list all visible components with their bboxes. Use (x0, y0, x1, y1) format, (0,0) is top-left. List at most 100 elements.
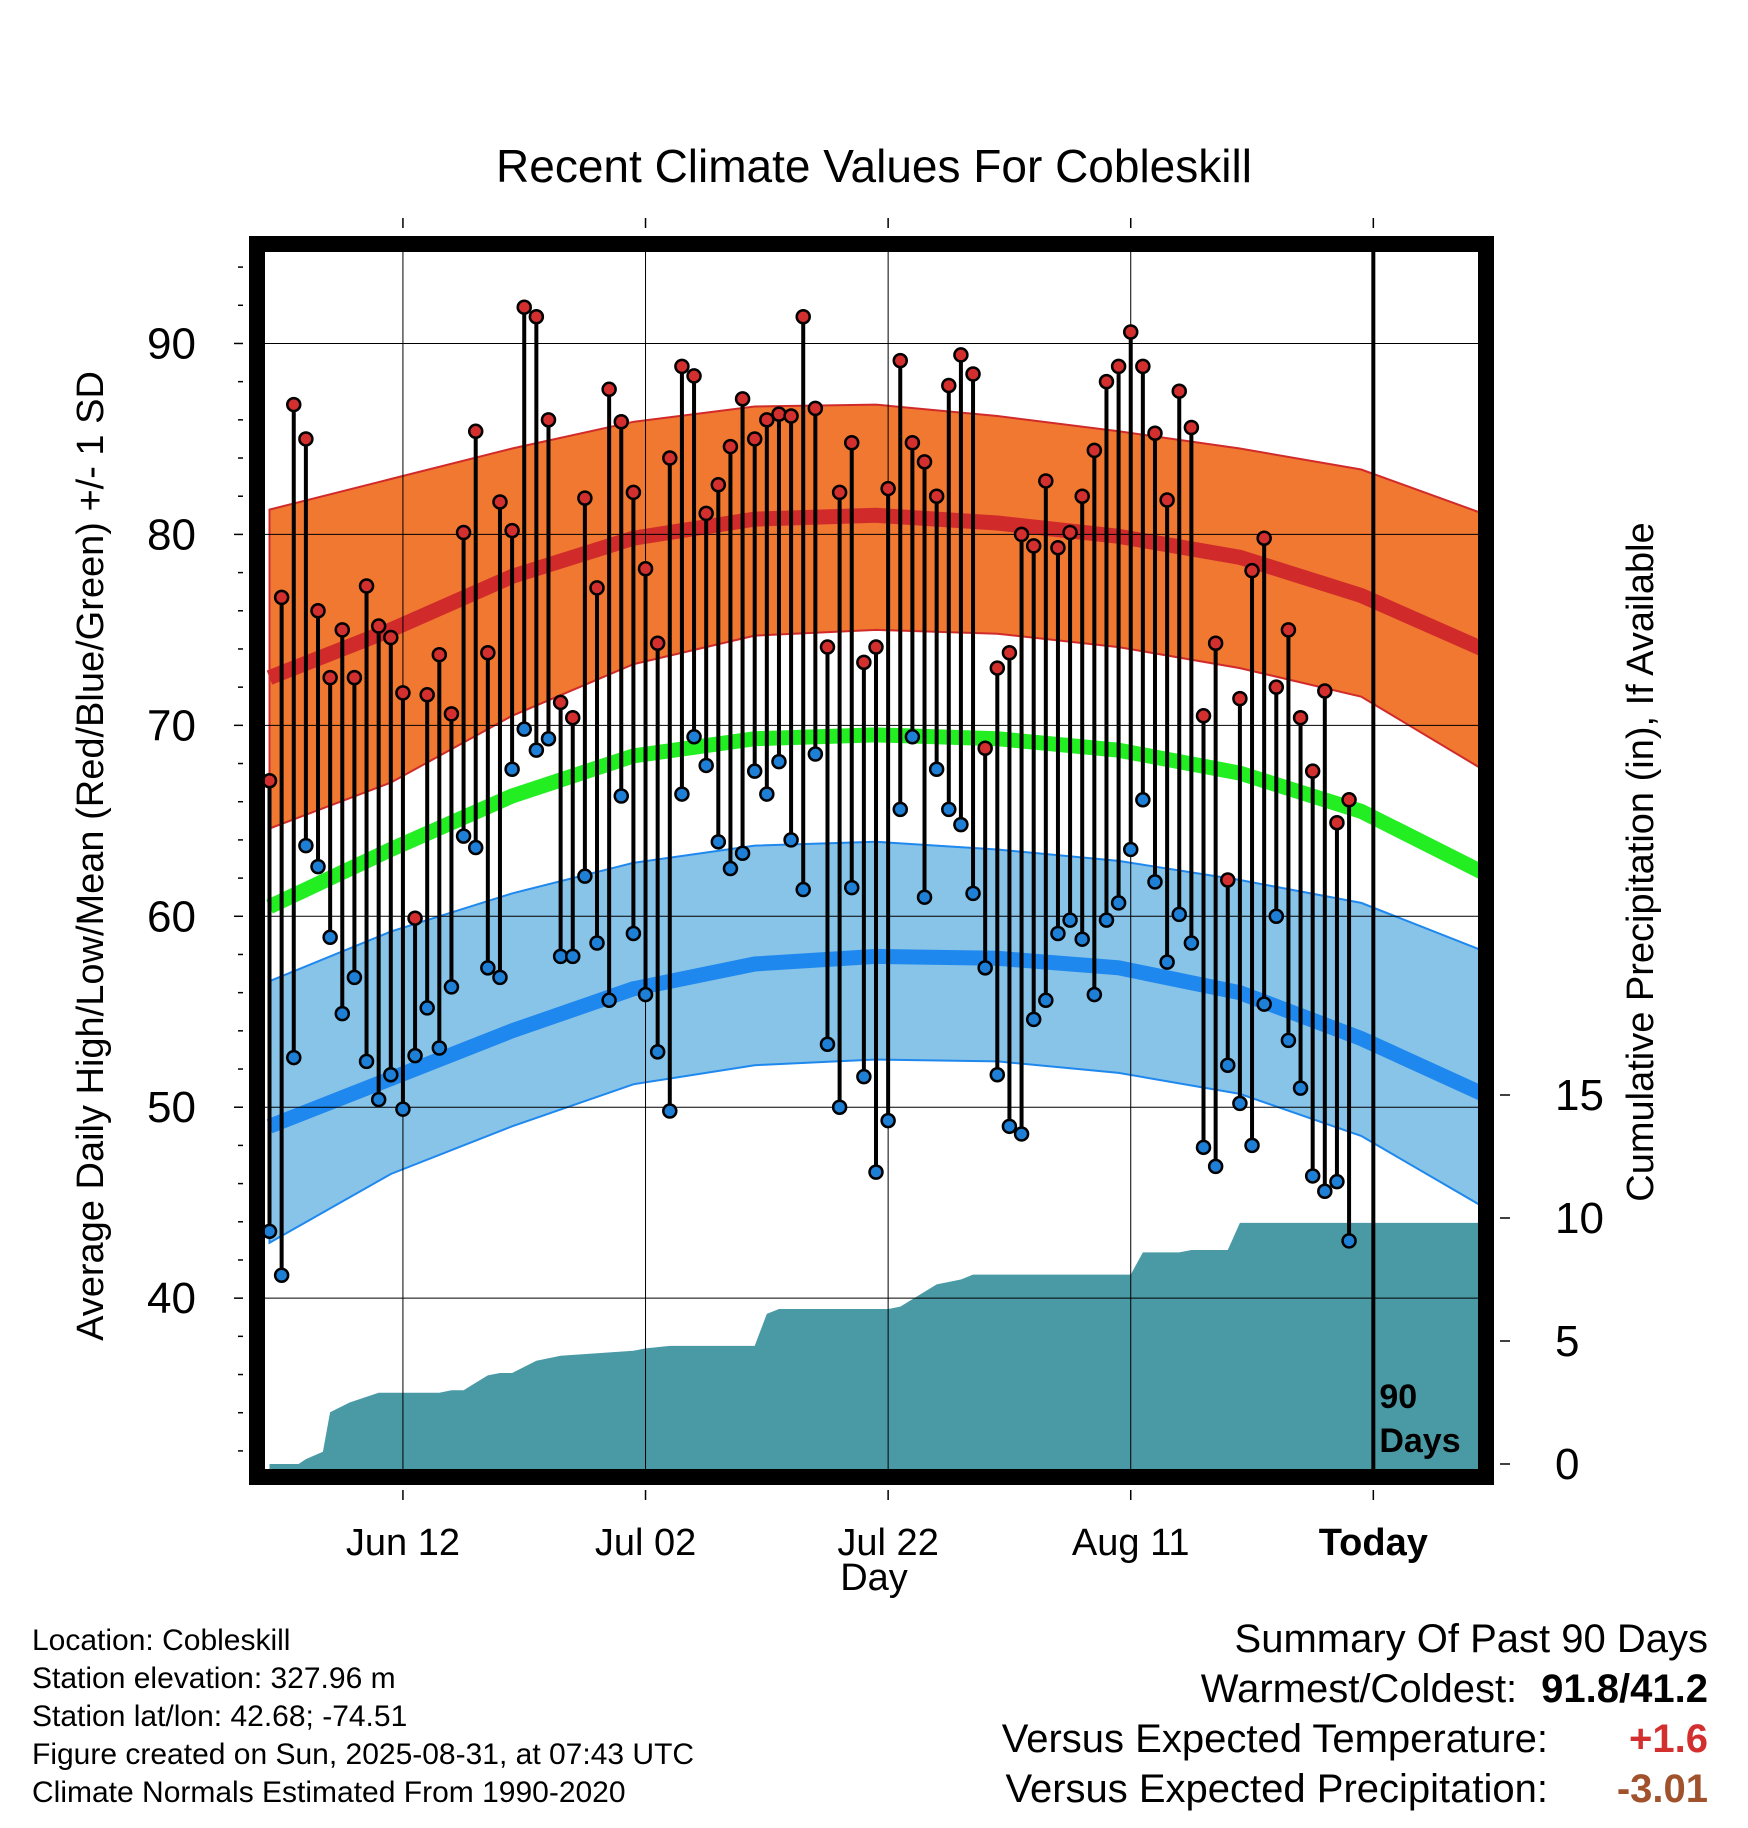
low-point (625, 925, 642, 942)
y-tick-label: 60 (147, 892, 196, 941)
plot-frame (249, 236, 1494, 1485)
low-point (419, 1000, 435, 1016)
low-point (455, 828, 472, 844)
low-point (395, 1101, 411, 1117)
low-point (1195, 1139, 1212, 1156)
low-point (953, 816, 969, 833)
y2-tick-label: 15 (1555, 1071, 1604, 1120)
warm-value: 91.8/41.2 (1541, 1667, 1708, 1711)
y2-tick-label: 0 (1555, 1440, 1579, 1489)
low-point (807, 746, 824, 762)
x-tick-label: Today (1319, 1522, 1428, 1564)
high-point (1329, 814, 1345, 831)
high-point (941, 377, 957, 394)
x-tick-label: Aug 11 (1072, 1522, 1190, 1564)
low-point (1268, 908, 1285, 925)
high-point (455, 524, 472, 541)
low-point (1098, 912, 1115, 928)
low-point (273, 1267, 290, 1283)
high-point (322, 669, 338, 686)
low-point (880, 1112, 896, 1129)
low-point (1001, 1118, 1018, 1135)
low-point (1086, 986, 1103, 1003)
climate-chart: Recent Climate Values For Cobleskill 90 D… (70, 140, 1662, 1599)
high-point (807, 400, 824, 417)
low-point (346, 969, 363, 986)
y2-axis-label: Cumulative Precipitation (in), If Availa… (1620, 522, 1662, 1201)
low-point (1038, 992, 1054, 1009)
high-point (334, 622, 351, 638)
low-point (516, 721, 532, 737)
high-point (722, 438, 739, 455)
y-tick-label: 70 (147, 701, 196, 750)
precip-value: -3.01 (1616, 1767, 1708, 1811)
low-point (904, 729, 921, 745)
high-point (346, 669, 363, 686)
low-point (965, 885, 981, 902)
precip-area (269, 1222, 1479, 1470)
low-point (492, 969, 508, 986)
high-point (273, 589, 290, 606)
high-point (1268, 679, 1285, 695)
high-point (892, 352, 909, 369)
low-point (358, 1053, 375, 1070)
low-point (540, 730, 557, 747)
low-point (1050, 925, 1066, 942)
high-point (1183, 419, 1200, 436)
temp-value: +1.6 (1629, 1717, 1708, 1761)
high-point (819, 639, 836, 655)
high-point (662, 450, 678, 466)
low-point (722, 860, 739, 877)
high-point (1062, 524, 1078, 541)
low-point (298, 837, 314, 854)
high-point (1292, 709, 1309, 726)
low-point (443, 979, 460, 995)
marker-label-days: Days (1379, 1422, 1460, 1460)
low-point (1304, 1168, 1321, 1184)
high-point (1171, 383, 1187, 399)
high-point (1317, 683, 1333, 699)
low-point (649, 1044, 666, 1060)
high-point (1135, 358, 1151, 375)
high-point (419, 687, 435, 703)
temp-label: Versus Expected Temperature: (1001, 1717, 1548, 1761)
low-point (892, 801, 909, 818)
high-point (467, 423, 484, 440)
low-point (1317, 1183, 1333, 1199)
low-point (613, 788, 630, 804)
high-point (649, 635, 666, 651)
x-tick-label: Jul 02 (595, 1522, 696, 1564)
low-point (686, 729, 702, 745)
summary-warm-row: Warmest/Coldest: 91.8/41.2 (1002, 1664, 1708, 1714)
low-point (310, 858, 326, 875)
high-point (298, 431, 314, 447)
warm-label: Warmest/Coldest: (1200, 1667, 1518, 1711)
low-point (1062, 912, 1078, 928)
high-point (831, 484, 848, 501)
y2-tick-label: 5 (1555, 1317, 1579, 1366)
low-point (843, 879, 860, 896)
low-point (334, 1005, 351, 1022)
low-point (771, 753, 787, 770)
normals-text: Climate Normals Estimated From 1990-2020 (32, 1776, 626, 1809)
low-point (467, 839, 484, 856)
low-point (637, 986, 654, 1003)
low-point (1329, 1173, 1345, 1190)
high-point (1304, 763, 1321, 779)
high-point (916, 454, 933, 470)
high-point (1086, 442, 1103, 459)
high-point (1110, 358, 1127, 375)
high-point (868, 639, 884, 655)
high-point (1341, 792, 1357, 808)
y-tick-label: 40 (147, 1274, 196, 1323)
low-point (928, 761, 945, 778)
low-point (916, 889, 933, 905)
high-point (395, 685, 411, 701)
low-point (1207, 1158, 1224, 1175)
summary-panel: Summary Of Past 90 Days Warmest/Coldest:… (1002, 1614, 1708, 1814)
high-point (1256, 530, 1272, 546)
low-point (1280, 1032, 1297, 1049)
high-sd-band (268, 403, 1479, 830)
low-point (698, 757, 714, 774)
high-point (528, 308, 545, 325)
